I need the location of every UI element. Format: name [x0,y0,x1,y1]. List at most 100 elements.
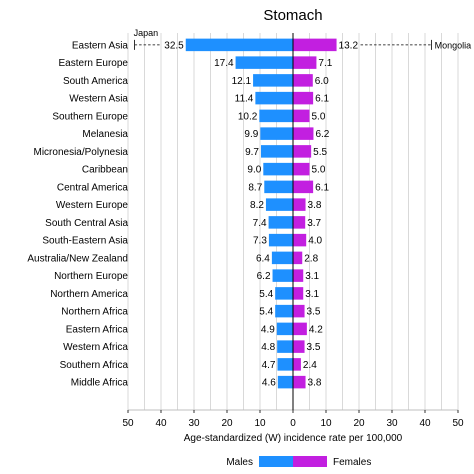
legend-label-females: Females [333,457,371,468]
annotation-label: Japan [134,28,159,38]
bar-females [293,145,312,158]
data-label-males: 8.7 [248,182,262,193]
data-label-females: 4.2 [309,324,323,335]
data-label-females: 3.1 [305,289,319,300]
category-label: Central America [57,182,129,193]
data-label-males: 32.5 [164,40,184,51]
x-tick-label: 20 [353,418,365,429]
bar-females [293,127,314,140]
data-label-males: 6.2 [257,271,271,282]
bar-males [272,269,293,282]
category-label: Southern Europe [52,111,128,122]
data-label-females: 5.5 [313,147,327,158]
legend: Males Females [226,456,371,468]
data-label-males: 12.1 [232,76,252,87]
bar-females [293,216,306,229]
bar-females [293,358,301,371]
bar-females [293,233,307,247]
category-label: South-Eastern Asia [42,236,128,247]
data-label-females: 5.0 [312,111,326,122]
bar-females [293,340,305,353]
data-label-females: 3.5 [307,307,321,318]
data-label-males: 5.4 [259,289,273,300]
x-tick-label: 50 [122,418,134,429]
legend-swatch-males [259,456,293,467]
bar-males [235,56,293,69]
category-label: Eastern Africa [66,324,129,335]
data-label-females: 3.1 [305,271,319,282]
x-tick-label: 10 [320,418,332,429]
data-label-males: 8.2 [250,200,264,211]
data-label-males: 9.9 [244,129,258,140]
data-label-males: 7.4 [253,218,267,229]
x-tick-label: 40 [419,418,431,429]
data-label-females: 3.8 [308,378,322,389]
data-label-females: 4.0 [308,236,322,247]
data-label-males: 5.4 [259,307,273,318]
annotation-label: Mongolia [435,40,472,50]
data-label-females: 6.1 [315,182,329,193]
category-label: Southern Africa [60,360,129,371]
data-label-females: 3.5 [307,342,321,353]
data-label-males: 10.2 [238,111,258,122]
bar-females [293,251,303,265]
data-label-females: 3.7 [307,218,321,229]
bar-females [293,74,313,87]
category-label: Eastern Asia [72,40,129,51]
bar-females [293,269,304,282]
data-label-females: 6.0 [315,76,329,87]
bar-females [293,375,306,389]
data-label-males: 4.9 [261,324,275,335]
bar-males [263,162,293,176]
bar-females [293,56,317,69]
bar-females [293,304,305,318]
bar-females [293,180,314,194]
bar-females [293,322,307,336]
data-label-females: 6.2 [315,129,329,140]
data-label-females: 3.8 [308,200,322,211]
category-label: South Central Asia [45,218,128,229]
bar-males [260,145,293,158]
category-label: Eastern Europe [59,58,129,69]
category-label: Micronesia/Polynesia [34,147,129,158]
data-label-males: 11.4 [235,94,254,105]
chart-title: Stomach [263,7,322,24]
bar-males [253,74,293,87]
category-label: Middle Africa [71,378,129,389]
bar-males [277,375,293,389]
category-label: Northern America [50,289,128,300]
data-label-males: 7.3 [253,236,267,247]
data-label-males: 4.7 [262,360,276,371]
bar-males [260,127,293,140]
bar-females [293,38,337,52]
data-label-females: 5.0 [312,165,326,176]
x-tick-label: 50 [452,418,464,429]
data-label-females: 2.4 [303,360,317,371]
bar-females [293,287,304,300]
bars: Eastern Asia 32.5 13.2 Eastern Europe 17.4 7.… [27,28,471,389]
bar-males [277,358,293,371]
bar-males [185,38,293,52]
bar-males [268,216,293,229]
bar-males [259,109,293,123]
category-label: Caribbean [82,165,128,176]
x-tick-label: 20 [221,418,233,429]
data-label-females: 6.1 [315,94,329,105]
x-tick-label: 10 [254,418,266,429]
data-label-females: 7.1 [318,58,332,69]
data-label-males: 17.4 [214,58,234,69]
x-axis: 50 40 30 20 10 0 10 20 30 40 50 [122,33,464,429]
category-label: Western Asia [69,94,128,105]
bar-males [275,287,293,300]
category-label: Australia/New Zealand [27,253,128,264]
data-label-males: 4.8 [261,342,275,353]
x-tick-label: 30 [188,418,200,429]
x-tick-label: 40 [155,418,167,429]
category-label: Western Europe [56,200,129,211]
bar-males [276,322,293,336]
x-tick-label: 30 [386,418,398,429]
bar-males [268,233,293,247]
bar-males [275,304,293,318]
category-label: Western Africa [63,342,128,353]
